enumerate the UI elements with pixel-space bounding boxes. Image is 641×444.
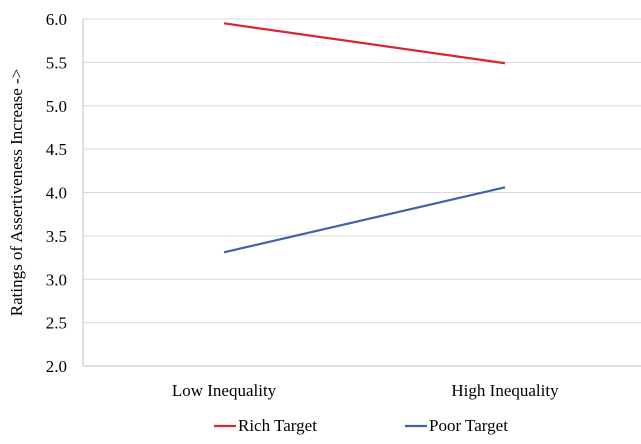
y-tick-label: 4.0 xyxy=(46,184,67,203)
series-line-poor-target xyxy=(223,186,506,254)
y-tick-label: 4.5 xyxy=(46,140,67,159)
series-line-rich-target xyxy=(223,22,506,65)
series-lines xyxy=(223,22,506,254)
legend-label: Poor Target xyxy=(429,416,508,435)
y-tick-label: 5.5 xyxy=(46,53,67,72)
y-tick-label: 3.0 xyxy=(46,270,67,289)
y-tick-label: 5.0 xyxy=(46,97,67,116)
y-axis-title: Ratings of Assertiveness Increase -> xyxy=(7,69,26,317)
legend: Rich Target Poor Target xyxy=(214,416,508,435)
axes xyxy=(82,19,641,367)
y-tick-label: 2.5 xyxy=(46,314,67,333)
x-category-label: Low Inequality xyxy=(172,381,277,400)
y-tick-label: 6.0 xyxy=(46,10,67,29)
axis-labels: 2.0 2.5 3.0 3.5 4.0 4.5 5.0 5.5 6.0 Low Inequalit… xyxy=(7,10,559,400)
legend-label: Rich Target xyxy=(238,416,317,435)
gridlines xyxy=(83,18,641,324)
y-tick-label: 2.0 xyxy=(46,357,67,376)
x-category-label: High Inequality xyxy=(451,381,559,400)
y-tick-label: 3.5 xyxy=(46,227,67,246)
